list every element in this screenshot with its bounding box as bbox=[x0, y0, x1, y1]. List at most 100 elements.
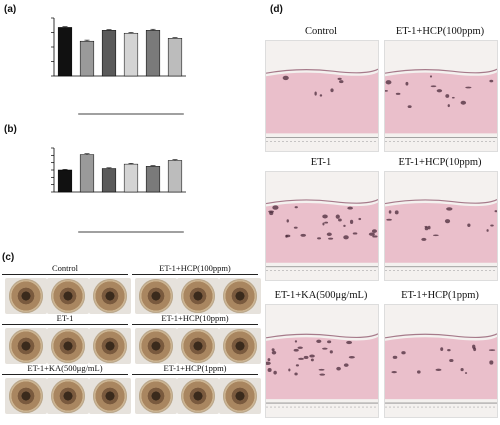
bar bbox=[145, 30, 161, 77]
melanin-granule bbox=[440, 347, 444, 352]
melanin-granule bbox=[343, 235, 349, 240]
melanin-granule bbox=[326, 232, 332, 237]
melanin-granule bbox=[294, 372, 298, 376]
melanin-granule bbox=[388, 210, 392, 214]
tissue-drawing bbox=[385, 68, 497, 142]
culture-dish bbox=[181, 279, 215, 313]
melanin-granule bbox=[488, 349, 496, 351]
melanin-granule bbox=[465, 86, 472, 89]
melanin-granule bbox=[372, 235, 378, 238]
culture-dish bbox=[51, 379, 85, 413]
melanin-granule bbox=[286, 219, 289, 223]
dish-group-rule bbox=[2, 274, 128, 275]
melanin-granule bbox=[338, 218, 342, 222]
melanin-granule bbox=[294, 206, 298, 209]
melanin-granule bbox=[447, 348, 451, 352]
bar bbox=[167, 160, 183, 193]
bar bbox=[57, 27, 73, 77]
culture-dish bbox=[139, 379, 173, 413]
melanin-granule bbox=[298, 357, 305, 360]
melanin-granule bbox=[293, 226, 298, 229]
melanin-granule bbox=[272, 205, 279, 210]
melanin-granule bbox=[405, 81, 409, 86]
melanin-granule bbox=[282, 75, 289, 81]
culture-dish bbox=[223, 279, 257, 313]
culture-dish bbox=[223, 379, 257, 413]
stratum-corneum bbox=[266, 199, 378, 205]
bar bbox=[101, 168, 117, 193]
melanin-granule bbox=[451, 96, 455, 99]
melanin-granule bbox=[343, 363, 349, 367]
chart-b-melanin bbox=[51, 147, 186, 233]
tissue-section-image bbox=[265, 40, 379, 152]
culture-dish bbox=[93, 379, 127, 413]
melanin-granule bbox=[328, 237, 334, 240]
melanin-granule bbox=[394, 210, 399, 215]
bar bbox=[145, 166, 161, 193]
melanin-granule bbox=[489, 360, 494, 365]
tissue-section-image bbox=[384, 40, 498, 152]
dish-group-title: ET-1+HCP(1ppm) bbox=[163, 363, 227, 373]
melanin-granule bbox=[371, 229, 377, 233]
melanin-granule bbox=[319, 94, 323, 97]
epidermis-layer bbox=[385, 336, 497, 400]
melanin-granule bbox=[432, 234, 439, 237]
dish-group-rule bbox=[132, 274, 258, 275]
tissue-section-image bbox=[384, 171, 498, 281]
melanin-granule bbox=[336, 366, 341, 371]
dish-group-title: ET-1+HCP(100ppm) bbox=[159, 263, 231, 273]
melanin-granule bbox=[444, 219, 451, 224]
culture-dish bbox=[9, 379, 43, 413]
dish-group-title: Control bbox=[52, 263, 78, 273]
melanin-granule bbox=[427, 225, 431, 230]
bar bbox=[79, 154, 95, 193]
stratum-corneum bbox=[266, 68, 378, 74]
melanin-granule bbox=[316, 339, 322, 344]
culture-dish bbox=[93, 329, 127, 363]
melanin-granule bbox=[445, 94, 450, 98]
melanin-granule bbox=[303, 355, 309, 360]
melanin-granule bbox=[435, 368, 442, 372]
melanin-granule bbox=[314, 91, 317, 96]
tissue-title: ET-1+HCP(1ppm) bbox=[401, 290, 479, 301]
culture-dish bbox=[223, 329, 257, 363]
melanin-granule bbox=[407, 105, 412, 109]
melanin-granule bbox=[267, 368, 272, 372]
melanin-granule bbox=[343, 224, 346, 227]
melanin-granule bbox=[300, 233, 307, 237]
tissue-title: ET-1+KA(500μg/mL) bbox=[274, 290, 368, 301]
dish-group-title: ET-1 bbox=[56, 313, 74, 323]
culture-dish bbox=[181, 329, 215, 363]
tissue-title: ET-1+HCP(100ppm) bbox=[395, 26, 485, 37]
melanin-granule bbox=[339, 80, 344, 84]
tissue-section-image bbox=[265, 304, 379, 418]
melanin-granule bbox=[266, 361, 271, 365]
melanin-granule bbox=[424, 226, 429, 231]
melanin-granule bbox=[395, 92, 401, 95]
culture-dish bbox=[51, 279, 85, 313]
melanin-granule bbox=[349, 219, 354, 225]
culture-dish bbox=[93, 279, 127, 313]
melanin-granule bbox=[273, 370, 277, 375]
dish-group-title: ET-1+KA(500μg/mL) bbox=[27, 363, 103, 373]
melanin-granule bbox=[430, 85, 437, 88]
culture-dish bbox=[9, 279, 43, 313]
tissue-drawing bbox=[266, 199, 378, 272]
melanin-granule bbox=[490, 224, 494, 227]
melanin-granule bbox=[322, 214, 328, 219]
panel-a-label: (a) bbox=[4, 4, 17, 15]
melanin-granule bbox=[269, 211, 274, 216]
culture-dish bbox=[139, 329, 173, 363]
melanin-granule bbox=[317, 237, 322, 240]
melanin-granule bbox=[358, 217, 362, 221]
bar bbox=[79, 40, 95, 77]
melanin-granule bbox=[347, 206, 353, 210]
dish-group-title: ET-1+HCP(10ppm) bbox=[161, 313, 229, 323]
dish-group-rule bbox=[132, 324, 258, 325]
melanin-granule bbox=[267, 358, 271, 362]
melanin-granule bbox=[489, 79, 494, 83]
melanin-granule bbox=[472, 344, 476, 349]
melanin-granule bbox=[447, 104, 450, 108]
melanin-granule bbox=[385, 90, 388, 92]
melanin-granule bbox=[288, 368, 291, 372]
